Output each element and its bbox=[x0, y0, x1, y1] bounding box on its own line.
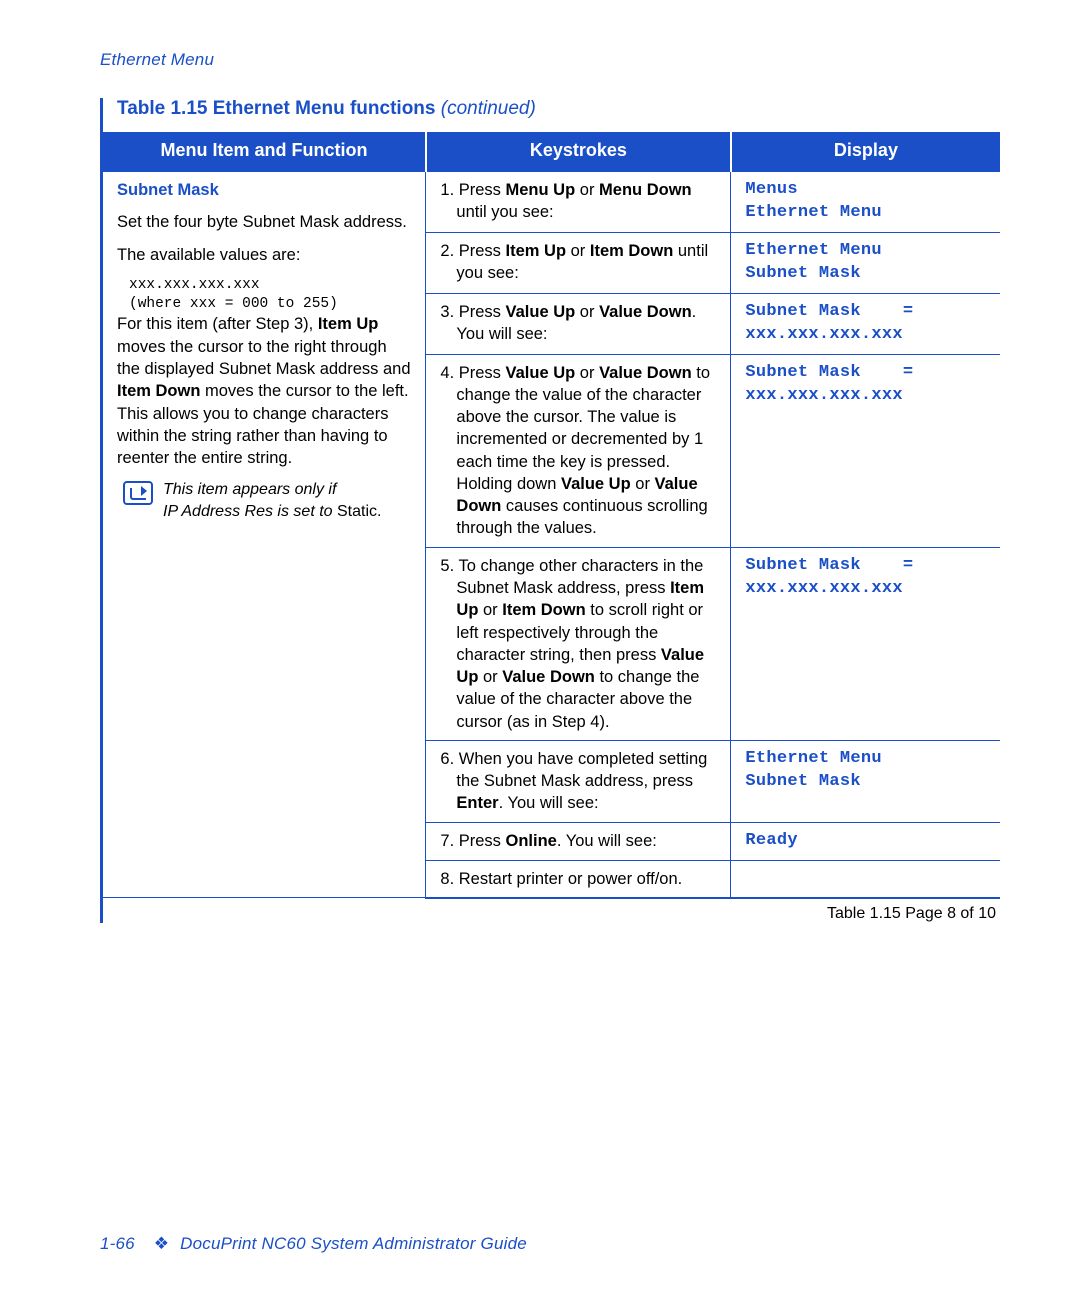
table-wrap: Table 1.15 Ethernet Menu functions (cont… bbox=[100, 98, 1000, 923]
table-row: Subnet Mask Set the four byte Subnet Mask… bbox=[103, 172, 1000, 233]
page-number: 1-66 bbox=[100, 1234, 135, 1253]
display-cell: Ethernet Menu Subnet Mask bbox=[731, 232, 1000, 293]
book-title: DocuPrint NC60 System Administrator Guid… bbox=[180, 1234, 527, 1253]
table-title-continued: (continued) bbox=[441, 98, 536, 119]
col-header-keystrokes: Keystrokes bbox=[426, 132, 731, 172]
col-header-menu-item: Menu Item and Function bbox=[103, 132, 426, 172]
display-text: Subnet Mask = xxx.xxx.xxx.xxx bbox=[745, 362, 988, 408]
keystrokes-cell: 4. Press Value Up or Value Down to chang… bbox=[426, 354, 731, 547]
keystrokes-cell: 6. When you have completed setting the S… bbox=[426, 740, 731, 822]
note: This item appears only ifIP Address Res … bbox=[117, 479, 413, 522]
menu-item-cell: Subnet Mask Set the four byte Subnet Mask… bbox=[103, 172, 426, 898]
display-text: Subnet Mask = xxx.xxx.xxx.xxx bbox=[745, 301, 988, 347]
display-cell: Ethernet Menu Subnet Mask bbox=[731, 740, 1000, 822]
ethernet-menu-table: Menu Item and Function Keystrokes Displa… bbox=[103, 132, 1000, 899]
display-text: Ethernet Menu Subnet Mask bbox=[745, 240, 988, 286]
page-footer: 1-66 ❖ DocuPrint NC60 System Administrat… bbox=[100, 1234, 527, 1254]
display-cell bbox=[731, 860, 1000, 898]
table-header-row: Menu Item and Function Keystrokes Displa… bbox=[103, 132, 1000, 172]
table-footnote: Table 1.15 Page 8 of 10 bbox=[103, 899, 1000, 923]
table-title-main: Table 1.15 Ethernet Menu functions bbox=[117, 98, 441, 119]
value-range: xxx.xxx.xxx.xxx(where xxx = 000 to 255) bbox=[117, 276, 413, 314]
keystrokes-cell: 3. Press Value Up or Value Down. You wil… bbox=[426, 293, 731, 354]
menu-item-desc: For this item (after Step 3), Item Up mo… bbox=[117, 313, 413, 469]
keystrokes-cell: 5. To change other characters in the Sub… bbox=[426, 547, 731, 740]
diamond-icon: ❖ bbox=[154, 1234, 169, 1253]
display-text: Subnet Mask = xxx.xxx.xxx.xxx bbox=[745, 555, 988, 601]
menu-item-desc: The available values are: bbox=[117, 244, 413, 266]
display-cell: Subnet Mask = xxx.xxx.xxx.xxx bbox=[731, 354, 1000, 547]
menu-item-title: Subnet Mask bbox=[117, 181, 219, 199]
menu-item-desc: Set the four byte Subnet Mask address. bbox=[117, 211, 413, 233]
display-cell: Subnet Mask = xxx.xxx.xxx.xxx bbox=[731, 293, 1000, 354]
table-title: Table 1.15 Ethernet Menu functions (cont… bbox=[103, 98, 1000, 132]
display-text: Menus Ethernet Menu bbox=[745, 179, 988, 225]
display-text: Ethernet Menu Subnet Mask bbox=[745, 748, 988, 794]
col-header-display: Display bbox=[731, 132, 1000, 172]
keystrokes-cell: 2. Press Item Up or Item Down until you … bbox=[426, 232, 731, 293]
display-text: Ready bbox=[745, 830, 988, 853]
display-cell: Menus Ethernet Menu bbox=[731, 172, 1000, 233]
note-text: This item appears only ifIP Address Res … bbox=[163, 479, 381, 522]
keystrokes-cell: 7. Press Online. You will see: bbox=[426, 822, 731, 860]
keystrokes-cell: 1. Press Menu Up or Menu Down until you … bbox=[426, 172, 731, 233]
note-icon bbox=[123, 481, 153, 505]
section-header: Ethernet Menu bbox=[100, 50, 1000, 70]
display-cell: Ready bbox=[731, 822, 1000, 860]
keystrokes-cell: 8. Restart printer or power off/on. bbox=[426, 860, 731, 898]
display-cell: Subnet Mask = xxx.xxx.xxx.xxx bbox=[731, 547, 1000, 740]
